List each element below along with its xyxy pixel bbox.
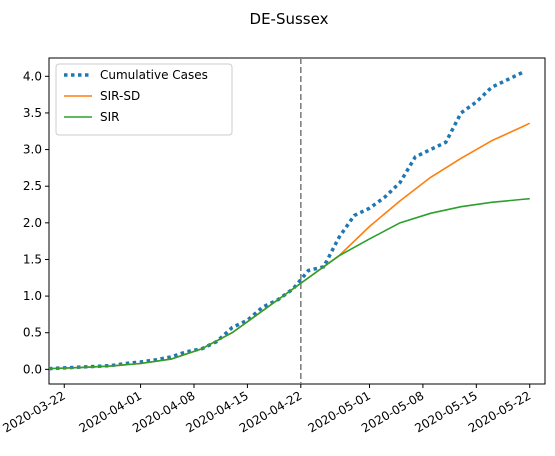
series-line-sir-sd — [48, 122, 531, 370]
y-tick-label: 2.5 — [23, 179, 42, 193]
y-tick-label: 2.0 — [23, 216, 42, 230]
x-tick-label: 2020-03-22 — [0, 388, 67, 435]
plot-area-frame — [48, 57, 546, 385]
legend-label: SIR-SD — [100, 89, 140, 103]
y-tick-label: 3.0 — [23, 143, 42, 157]
y-tick-label: 1.5 — [23, 252, 42, 266]
series-layer — [48, 71, 531, 371]
chart-title: DE-Sussex — [250, 10, 329, 28]
legend-box — [55, 63, 233, 136]
legend-label: Cumulative Cases — [100, 68, 208, 82]
legend: Cumulative Cases SIR-SD SIR — [55, 63, 233, 136]
legend-label: SIR — [100, 110, 120, 124]
y-tick-label: 1.0 — [23, 289, 42, 303]
y-tick-label: 4.0 — [23, 69, 42, 83]
y-tick-label: 0.0 — [23, 362, 42, 376]
y-tick-label: 0.5 — [23, 326, 42, 340]
series-line-sir — [48, 197, 530, 370]
x-axis: 2020-03-22 2020-04-012020-04-082020-04-15… — [0, 384, 533, 435]
y-axis: 0.0 0.5 1.0 1.5 2.0 2.5 3.0 3.5 4.0 — [23, 69, 49, 376]
y-tick-label: 3.5 — [23, 106, 42, 120]
